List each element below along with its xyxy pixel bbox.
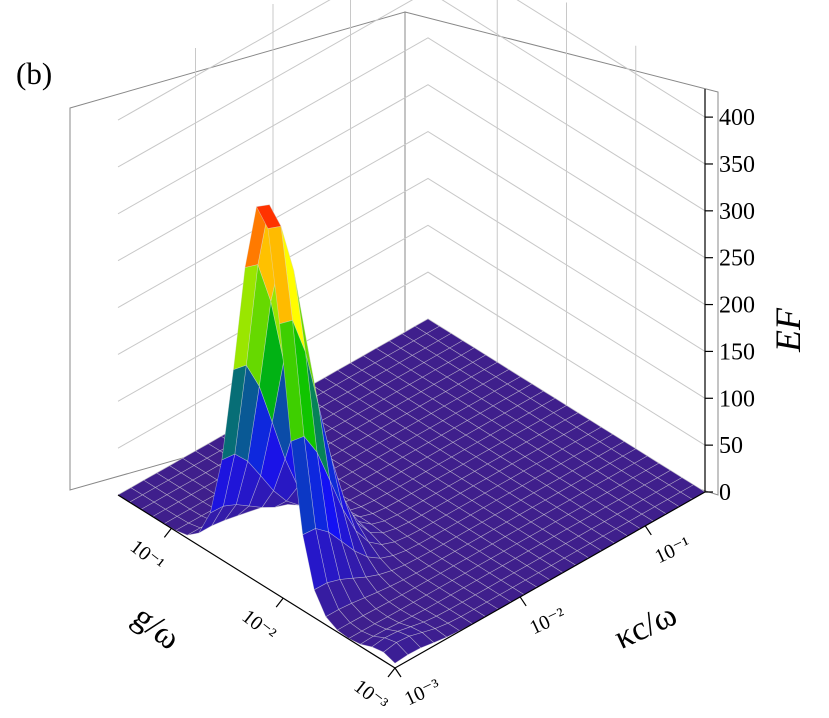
z-tick-label: 150 <box>719 339 755 365</box>
y-tick-label: 10⁻¹ <box>652 533 694 568</box>
ef-surface <box>117 204 706 664</box>
z-tick-label: 100 <box>719 386 755 412</box>
wall-gridline <box>117 37 706 215</box>
y-tick <box>394 667 402 678</box>
surface-cell <box>383 642 409 664</box>
x-tick <box>387 667 396 678</box>
x-axis-line <box>117 494 396 669</box>
wall-gridline <box>117 84 706 262</box>
y-tick-label: 10⁻³ <box>401 675 443 710</box>
x-tick-label: 10⁻² <box>238 606 280 646</box>
z-tick-label: 50 <box>719 433 743 459</box>
y-tick <box>519 596 527 607</box>
panel-label: (b) <box>16 56 52 91</box>
z-tick-label: 0 <box>719 480 731 506</box>
y-axis-title: κc/ω <box>609 596 683 657</box>
wall-gridline <box>117 177 706 355</box>
z-tick-label: 400 <box>719 105 755 131</box>
z-axis-ticks: 0 50 100 150 200 250 300 350 400 <box>704 89 755 506</box>
z-tick-label: 300 <box>719 199 755 225</box>
wall-gridline <box>117 130 706 308</box>
x-tick-label: 10⁻¹ <box>126 536 168 576</box>
z-axis-title: EF <box>768 307 808 353</box>
y-tick-label: 10⁻² <box>526 604 568 639</box>
wall-gridline <box>117 0 706 168</box>
z-tick-label: 350 <box>719 152 755 178</box>
x-tick-label: 10⁻³ <box>350 675 392 715</box>
wall-gridline <box>117 271 706 449</box>
y-axis-line <box>394 491 706 669</box>
wall-gridline <box>117 224 706 402</box>
y-tick <box>644 525 652 536</box>
z-tick-label: 200 <box>719 293 755 319</box>
x-axis-title: g/ω <box>126 598 187 657</box>
x-tick <box>275 597 284 608</box>
z-tick-label: 250 <box>719 246 755 272</box>
wall-gridline <box>117 0 706 121</box>
x-tick <box>163 527 172 538</box>
y-axis-ticks: 10⁻¹ 10⁻² 10⁻³ <box>394 491 706 710</box>
